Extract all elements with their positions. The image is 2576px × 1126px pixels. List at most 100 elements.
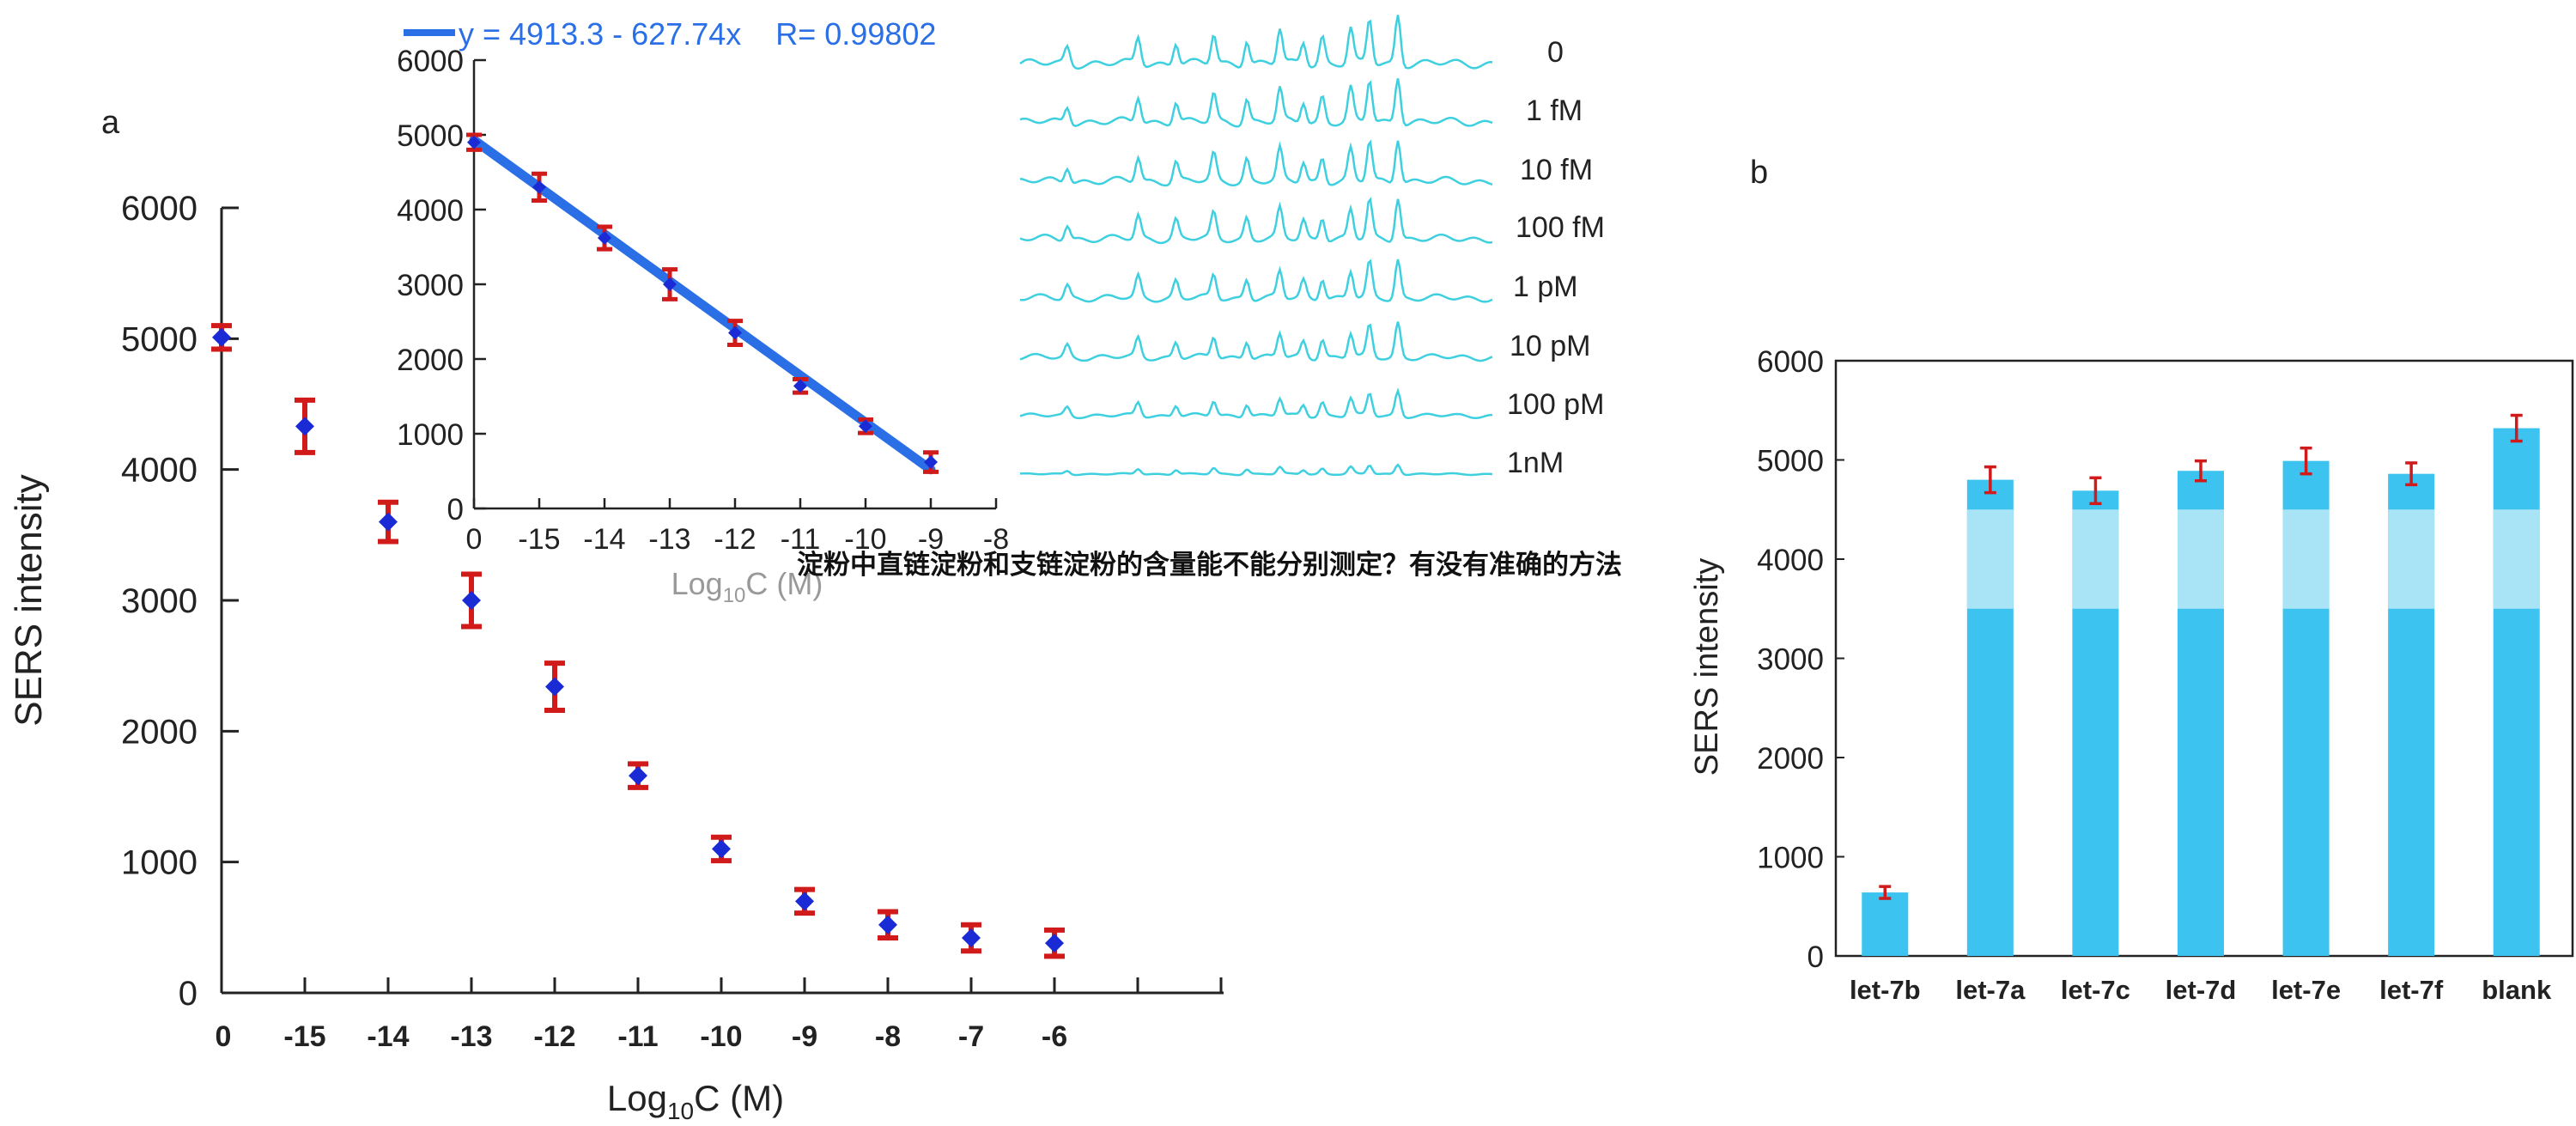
spectrum-line [1019, 78, 1493, 128]
bar-y-tick-label: 3000 [1757, 643, 1824, 677]
bar-category-label: let-7e [2271, 975, 2341, 1005]
data-point [379, 512, 398, 532]
bar-y-tick-label: 6000 [1757, 345, 1824, 379]
bar-y-tick-label: 4000 [1757, 544, 1824, 577]
inset-x-tick-label: 0 [466, 523, 483, 556]
main-scatter-plot: 0 1000 2000 3000 4000 5000 6000 0 -15 -14 -13 -12 -1… [8, 190, 1224, 1124]
y-tick-label: 3000 [121, 582, 197, 620]
y-axis-label: SERS intensity [8, 474, 50, 726]
panel-a-label: a [101, 105, 120, 141]
spectrum-line [1019, 197, 1493, 245]
inset-x-tick-label: -8 [983, 523, 1009, 556]
spectrum-label: 1nM [1507, 447, 1564, 479]
data-point [545, 677, 564, 697]
inset-y-tick-label: 0 [447, 493, 464, 526]
data-point [629, 766, 647, 786]
inset-x-tick-label: -11 [781, 523, 821, 556]
spectrum-line [1019, 387, 1493, 420]
inset-linear-fit-plot: 0 1000 2000 3000 4000 5000 6000 0 -15 -14 -13 -12 -1… [397, 16, 1009, 607]
bar [2493, 428, 2540, 956]
x-tick-label: -10 [700, 1020, 742, 1053]
bar-category-label: let-7a [1955, 975, 2026, 1005]
x-tick-label: -11 [617, 1020, 658, 1053]
bar-y-tick-label: 1000 [1757, 842, 1824, 875]
bar-light-band [1966, 509, 2014, 609]
x-tick-label: -13 [450, 1020, 492, 1053]
data-point [712, 839, 731, 859]
data-point [1045, 934, 1064, 953]
selectivity-bar-chart: 0 1000 2000 3000 4000 5000 6000 SERS intensity l… [1689, 345, 2574, 1005]
bar-category-label: let-7c [2061, 975, 2130, 1005]
spectrum-label: 0 [1547, 36, 1564, 69]
bar-y-tick-label: 5000 [1757, 445, 1824, 478]
bar-light-band [2493, 509, 2540, 609]
data-point [795, 892, 814, 911]
data-point [878, 915, 897, 934]
inset-y-tick-label: 5000 [397, 119, 464, 153]
bar-light-band [2072, 509, 2119, 609]
inset-y-tick-label: 6000 [397, 45, 464, 78]
inset-data-point [859, 419, 872, 434]
data-point [295, 417, 314, 436]
inset-y-tick-label: 4000 [397, 194, 464, 228]
x-tick-label: -7 [958, 1020, 984, 1053]
spectrum-label: 1 pM [1513, 271, 1578, 303]
y-tick-label: 5000 [121, 320, 197, 358]
spectrum-label: 100 fM [1516, 211, 1605, 244]
bar-category-label: blank [2482, 975, 2552, 1005]
x-tick-label: -8 [875, 1020, 901, 1053]
bar-light-band [2388, 509, 2435, 609]
spectrum-line [1019, 15, 1493, 70]
x-tick-label: 0 [216, 1020, 232, 1053]
spectrum-line [1019, 463, 1493, 477]
x-tick-label: -15 [283, 1020, 325, 1053]
spectrum-line [1019, 259, 1493, 303]
y-tick-label: 6000 [121, 190, 197, 228]
bar-category-label: let-7f [2379, 975, 2444, 1005]
spectrum-line [1019, 139, 1493, 187]
fit-line [469, 135, 936, 475]
data-point [212, 327, 231, 347]
inset-data-point [728, 326, 742, 340]
inset-data-point [598, 231, 611, 246]
inset-x-tick-label: -13 [648, 523, 690, 556]
x-axis-label: Log10C (M) [607, 1078, 784, 1124]
inset-x-axis-label: Log10C (M) [671, 566, 823, 607]
spectrum-label: 100 pM [1507, 388, 1604, 421]
x-tick-label: -9 [792, 1020, 817, 1053]
fit-equation-label: y = 4913.3 - 627.74x R= 0.99802 [459, 16, 936, 52]
inset-data-point [532, 180, 546, 194]
y-tick-label: 2000 [121, 713, 197, 751]
inset-y-tick-label: 3000 [397, 269, 464, 302]
spectrum-label: 10 fM [1520, 154, 1593, 186]
inset-data-point [924, 455, 938, 470]
y-tick-label: 0 [179, 975, 197, 1013]
sers-spectra-stack: 0 1 fM 10 fM 100 fM 1 pM 10 pM 100 pM 1nM [1019, 15, 1605, 479]
x-tick-label: -6 [1042, 1020, 1067, 1053]
inset-data-point [793, 379, 807, 393]
data-point [962, 928, 981, 948]
inset-x-tick-label: -15 [518, 523, 560, 556]
spectrum-line [1019, 321, 1493, 362]
inset-x-tick-label: -10 [844, 523, 886, 556]
inset-x-tick-label: -14 [583, 523, 625, 556]
y-tick-label: 4000 [121, 452, 197, 490]
inset-y-tick-label: 2000 [397, 344, 464, 377]
bar-light-band [2178, 509, 2224, 609]
inset-x-tick-label: -12 [714, 523, 756, 556]
bar [1862, 892, 1909, 956]
bar-y-axis-label: SERS intensity [1689, 558, 1725, 776]
inset-background [474, 60, 996, 508]
spectrum-label: 10 pM [1510, 330, 1591, 362]
inset-data-point [663, 277, 677, 291]
panel-b-label: b [1750, 155, 1768, 191]
bar-y-tick-label: 2000 [1757, 742, 1824, 776]
bar-light-band [2282, 509, 2330, 609]
bar-y-tick-label: 0 [1807, 940, 1824, 974]
inset-y-tick-label: 1000 [397, 418, 464, 452]
bar-category-label: let-7b [1850, 975, 1921, 1005]
x-tick-label: -14 [367, 1020, 409, 1053]
bar-category-label: let-7d [2166, 975, 2237, 1005]
x-tick-label: -12 [533, 1020, 575, 1053]
